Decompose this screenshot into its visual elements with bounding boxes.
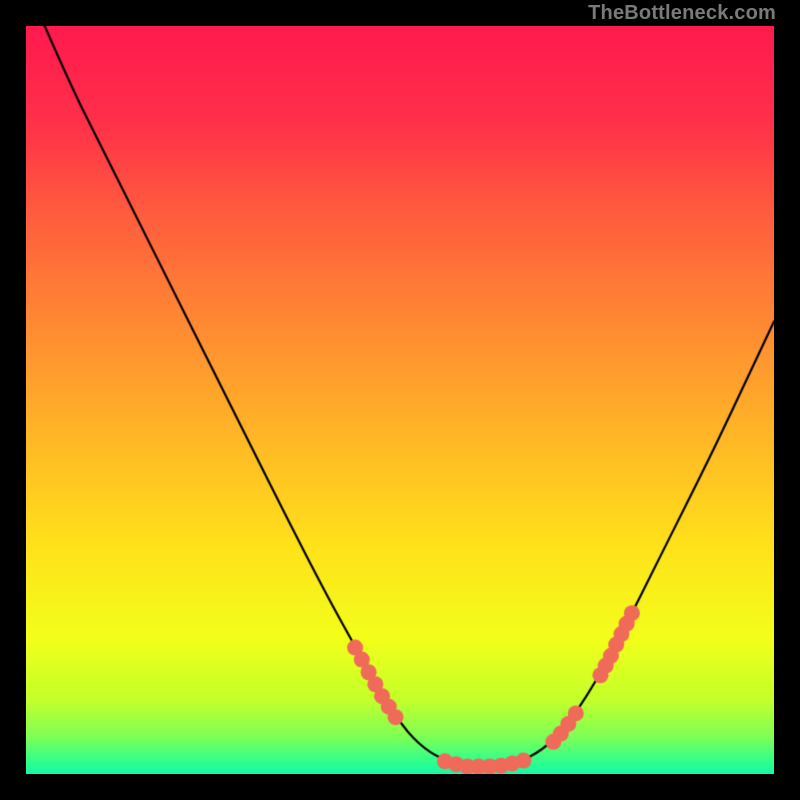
chart-frame: TheBottleneck.com — [0, 0, 800, 800]
bottleneck-curve-chart — [26, 26, 774, 774]
watermark-text: TheBottleneck.com — [588, 2, 776, 25]
